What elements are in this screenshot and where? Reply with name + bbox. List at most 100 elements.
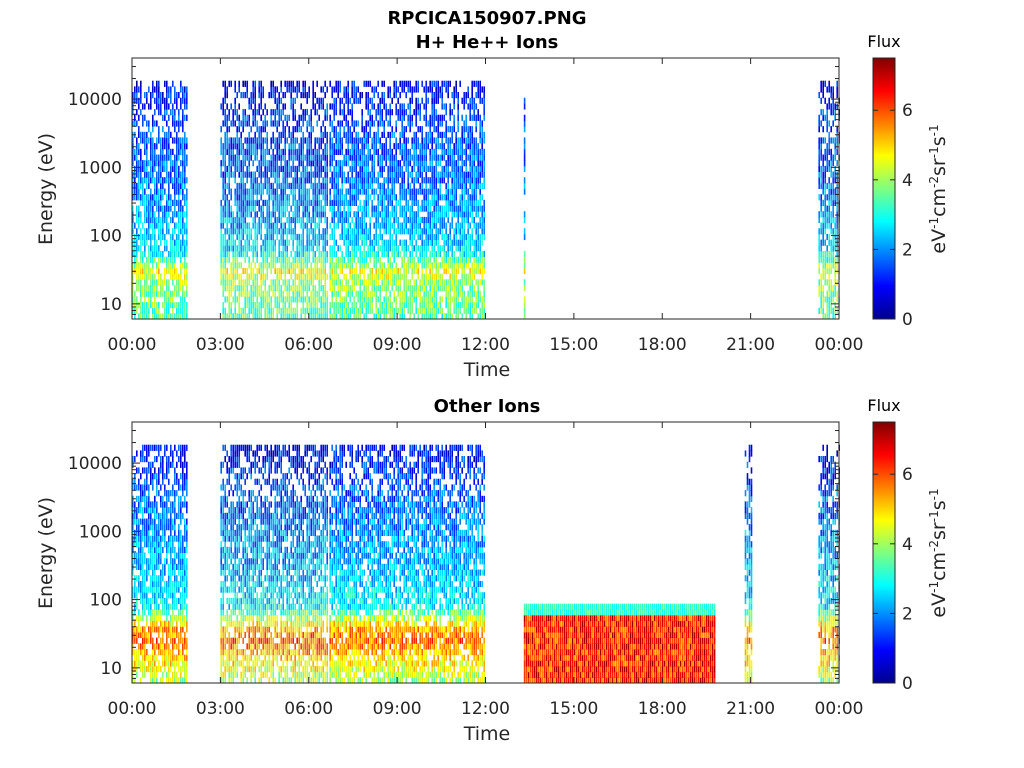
flux-cell xyxy=(150,97,152,104)
flux-cell xyxy=(138,211,140,218)
flux-cell xyxy=(353,296,355,303)
flux-cell xyxy=(260,80,262,87)
flux-cell xyxy=(337,160,339,167)
flux-cell xyxy=(339,245,341,252)
flux-cell xyxy=(353,86,355,93)
flux-cell xyxy=(244,302,246,309)
flux-cell xyxy=(351,177,353,184)
flux-cell xyxy=(232,267,234,275)
flux-cell xyxy=(312,154,314,161)
flux-cell xyxy=(304,273,306,280)
flux-cell xyxy=(320,188,322,195)
flux-cell xyxy=(312,126,314,133)
flux-cell xyxy=(397,171,399,178)
flux-cell xyxy=(449,194,451,201)
flux-cell xyxy=(286,160,288,167)
flux-cell xyxy=(254,92,256,99)
flux-cell xyxy=(413,228,415,235)
flux-cell xyxy=(479,131,481,138)
flux-cell xyxy=(433,262,435,269)
flux-cell xyxy=(357,222,359,229)
flux-cell xyxy=(383,92,385,99)
flux-cell xyxy=(250,307,252,314)
flux-cell xyxy=(148,126,150,133)
flux-cell xyxy=(453,250,455,258)
flux-cell xyxy=(304,109,306,116)
flux-cell xyxy=(132,285,134,292)
flux-cell xyxy=(318,228,320,235)
flux-cell xyxy=(236,256,238,263)
flux-cell xyxy=(154,97,156,104)
flux-cell xyxy=(443,313,445,320)
flux-cell xyxy=(244,120,246,127)
flux-cell xyxy=(437,177,439,184)
flux-cell xyxy=(375,216,377,224)
flux-cell xyxy=(343,103,345,110)
flux-cell xyxy=(136,205,138,212)
flux-cell xyxy=(226,216,228,224)
flux-cell xyxy=(146,148,148,155)
flux-cell xyxy=(184,148,186,155)
flux-cell xyxy=(166,109,168,116)
flux-cell xyxy=(184,177,186,184)
flux-cell xyxy=(176,285,178,292)
flux-cell xyxy=(306,228,308,235)
flux-cell xyxy=(262,302,264,309)
flux-cell xyxy=(296,148,298,155)
flux-cell xyxy=(242,205,244,212)
flux-cell xyxy=(443,177,445,184)
flux-cell xyxy=(377,307,379,314)
flux-cell xyxy=(324,273,326,280)
flux-cell xyxy=(180,171,182,178)
flux-cell xyxy=(427,262,429,269)
flux-cell xyxy=(312,160,314,167)
flux-cell xyxy=(431,267,433,275)
flux-cell xyxy=(411,245,413,252)
flux-cell xyxy=(475,103,477,110)
flux-cell xyxy=(220,239,222,246)
flux-cell xyxy=(292,245,294,252)
flux-cell xyxy=(399,148,401,155)
flux-cell xyxy=(429,239,431,246)
flux-cell xyxy=(409,302,411,309)
flux-cell xyxy=(353,211,355,218)
flux-cell xyxy=(423,188,425,195)
flux-cell xyxy=(423,245,425,252)
flux-cell xyxy=(172,103,174,110)
flux-cell xyxy=(176,273,178,280)
flux-cell xyxy=(160,228,162,235)
flux-cell xyxy=(483,302,485,309)
flux-cell xyxy=(335,290,337,297)
flux-cell xyxy=(272,86,274,93)
flux-cell xyxy=(453,205,455,212)
flux-cell xyxy=(441,256,443,263)
flux-cell xyxy=(316,273,318,280)
flux-cell xyxy=(228,137,230,144)
flux-cell xyxy=(399,80,401,87)
flux-cell xyxy=(427,302,429,309)
flux-cell xyxy=(375,302,377,309)
flux-cell xyxy=(292,285,294,292)
flux-cell xyxy=(345,92,347,99)
flux-cell xyxy=(302,148,304,155)
flux-cell xyxy=(186,199,188,206)
flux-cell xyxy=(304,279,306,286)
flux-cell xyxy=(138,103,140,110)
flux-cell xyxy=(146,171,148,178)
flux-cell xyxy=(302,216,304,224)
flux-cell xyxy=(353,245,355,252)
flux-cell xyxy=(461,262,463,269)
flux-cell xyxy=(447,313,449,320)
flux-cell xyxy=(455,233,457,241)
flux-cell xyxy=(154,154,156,161)
flux-cell xyxy=(256,273,258,280)
flux-cell xyxy=(302,279,304,286)
flux-cell xyxy=(158,199,160,206)
flux-cell xyxy=(224,80,226,87)
flux-cell xyxy=(224,109,226,116)
flux-cell xyxy=(437,194,439,201)
flux-cell xyxy=(421,160,423,167)
flux-cell xyxy=(270,86,272,93)
flux-cell xyxy=(276,307,278,314)
